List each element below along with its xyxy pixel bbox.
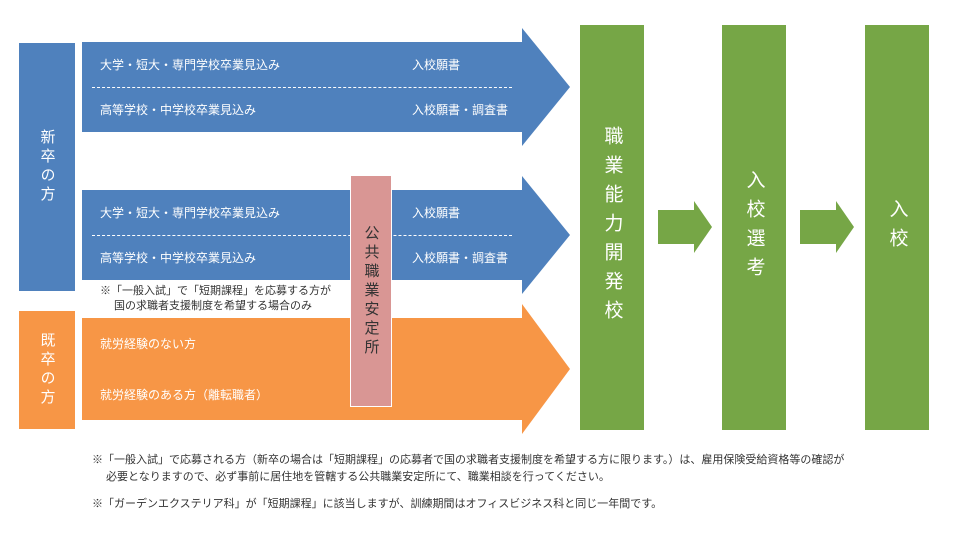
flow-arrow-blue1-row0-left: 大学・短大・専門学校卒業見込み: [100, 56, 280, 73]
flow-arrow-blue1-row1-left: 高等学校・中学校卒業見込み: [100, 101, 256, 118]
flow-arrow-blue1-row1-right: 入校願書・調査書: [412, 101, 508, 118]
footnote-0: ※「一般入試」で応募される方（新卒の場合は「短期課程」の応募者で国の求職者支援制…: [92, 452, 844, 485]
footnote-1: ※「ガーデンエクステリア科」が「短期課程」に該当しますが、訓練期間はオフィスビジ…: [92, 496, 662, 513]
flow-arrow-orange-head: [522, 304, 570, 434]
green-arrow-0: [658, 210, 694, 244]
pink-box-helloWork: 公共職業安定所: [350, 175, 392, 407]
flow-arrow-blue1-row0-right: 入校願書: [412, 56, 460, 73]
flow-arrow-blue1-head: [522, 28, 570, 146]
green-arrow-1-head: [836, 201, 854, 253]
green-arrow-0-head: [694, 201, 712, 253]
green-box-dev: 職業能力開発校: [580, 25, 644, 430]
flow-arrow-blue1-divider: [92, 87, 512, 88]
flow-arrow-blue2-row0-right: 入校願書: [412, 204, 460, 221]
flow-arrow-blue2-row1-right: 入校願書・調査書: [412, 249, 508, 266]
flow-arrow-blue2-head: [522, 176, 570, 294]
flow-arrow-blue2-row0-left: 大学・短大・専門学校卒業見込み: [100, 204, 280, 221]
green-box-exam: 入校選考: [722, 25, 786, 430]
flow-arrow-orange-row0-left: 就労経験のない方: [100, 335, 196, 352]
flow-arrow-orange: [82, 318, 522, 420]
category-box-kisotsu: 既卒の方: [18, 310, 76, 430]
flow-arrow-blue2-divider: [92, 235, 512, 236]
green-box-enter: 入校: [865, 25, 929, 430]
category-box-shinsotsu: 新卒の方: [18, 42, 76, 292]
green-arrow-1: [800, 210, 836, 244]
mid-note: ※「一般入試」で「短期課程」を応募する方が 国の求職者支援制度を希望する場合のみ: [100, 284, 331, 314]
flow-arrow-blue2-row1-left: 高等学校・中学校卒業見込み: [100, 249, 256, 266]
flow-arrow-orange-row1-left: 就労経験のある方（離転職者）: [100, 386, 268, 403]
